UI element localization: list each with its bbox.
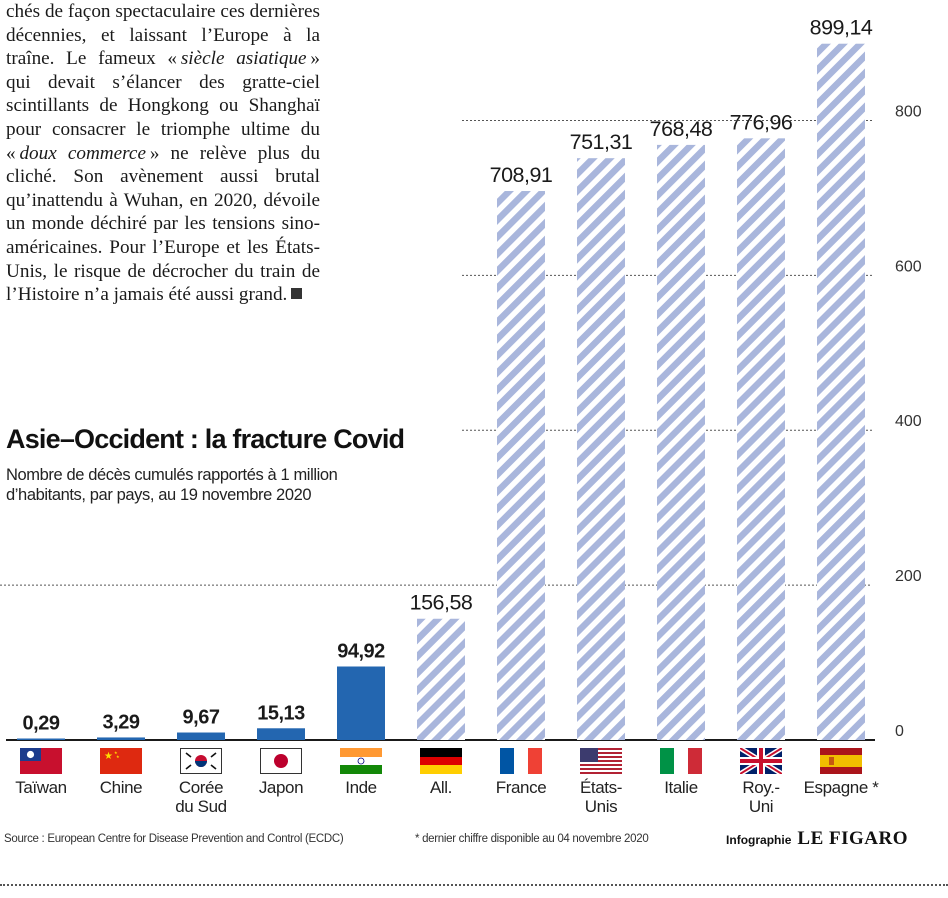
value-label: 0,29: [23, 713, 60, 735]
chart-subtitle: Nombre de décès cumulés rapportés à 1 mi…: [6, 466, 338, 504]
bottom-divider: [0, 884, 948, 886]
bar-1: [97, 737, 145, 740]
category-label: Espagne *: [803, 778, 879, 797]
y-tick-label: 400: [895, 413, 922, 430]
usa-flag-icon: [580, 748, 622, 774]
category-label: Inde: [345, 778, 377, 797]
germany-flag-icon: [420, 748, 462, 774]
y-tick-label: 0: [895, 723, 904, 740]
china-flag-icon: ★ ★ ★: [100, 748, 142, 774]
value-label: 156,58: [410, 591, 473, 615]
svg-text:★: ★: [104, 751, 113, 762]
brand-logo: LE FIGARO: [797, 828, 908, 849]
source-note: Source : European Centre for Disease Pre…: [4, 833, 344, 845]
category-label: Italie: [664, 778, 698, 797]
italy-flag-icon: [660, 748, 702, 774]
bar-chart: 0,29 3,29 9,67 15,13 94,92 156,58 708,91 751,31…: [0, 16, 922, 741]
y-tick-label: 200: [895, 568, 922, 585]
uk-flag-icon: [740, 748, 782, 774]
bar-5: [417, 618, 465, 740]
svg-text:★: ★: [116, 754, 120, 759]
value-label: 751,31: [570, 130, 633, 154]
value-label: 708,91: [490, 163, 553, 187]
category-label: États- Unis: [579, 778, 622, 816]
spain-flag-icon: [820, 748, 862, 774]
category-label: France: [495, 778, 547, 797]
category-label: Roy.- Uni: [742, 778, 780, 816]
category-label: Chine: [99, 778, 143, 797]
chart-title: Asie–Occident : la fracture Covid: [6, 424, 405, 454]
credit: Infographie LE FIGARO: [726, 828, 908, 850]
y-tick-label: 600: [895, 258, 922, 275]
bar-2: [177, 732, 225, 740]
bar-6: [497, 191, 545, 741]
value-label: 3,29: [103, 711, 140, 733]
category-label: All.: [429, 778, 453, 797]
article-text-part: » ne relève plus du cliché. Son avènemen…: [6, 142, 320, 306]
bar-4: [337, 666, 385, 740]
taiwan-flag-icon: [20, 748, 62, 774]
bar-3: [257, 728, 305, 740]
article-emphasis: doux commerce: [19, 142, 146, 164]
bar-7: [577, 158, 625, 740]
value-label: 9,67: [183, 707, 220, 729]
article-emphasis: siècle asiatique: [180, 48, 307, 70]
y-tick-label: 800: [895, 103, 922, 120]
bar-9: [737, 138, 785, 741]
credit-label: Infographie: [726, 833, 792, 847]
category-label: Corée du Sud: [175, 778, 227, 816]
japan-flag-icon: [260, 748, 302, 774]
end-mark-icon: [291, 288, 303, 300]
value-label: 15,13: [257, 702, 305, 724]
india-flag-icon: [340, 748, 382, 774]
value-label: 776,96: [730, 110, 793, 134]
article-text-part: » qui devait s’élancer des gratte-ciel s…: [6, 48, 321, 164]
bar-8: [657, 144, 705, 740]
svg-text:★: ★: [114, 750, 118, 755]
value-label: 768,48: [650, 117, 713, 141]
value-label: 899,14: [810, 16, 873, 40]
bar-0: [17, 738, 65, 740]
bar-10: [817, 43, 865, 740]
south-korea-flag-icon: [180, 748, 222, 774]
france-flag-icon: [500, 748, 542, 774]
category-label: Japon: [258, 778, 304, 797]
category-label: Taïwan: [15, 778, 67, 797]
article-text: chés de façon spectaculaire ces dernière…: [6, 0, 320, 307]
footnote: * dernier chiffre disponible au 04 novem…: [415, 833, 649, 845]
article-text-part: chés de façon spectaculaire ces dernière…: [6, 1, 320, 70]
value-label: 94,92: [337, 640, 385, 662]
